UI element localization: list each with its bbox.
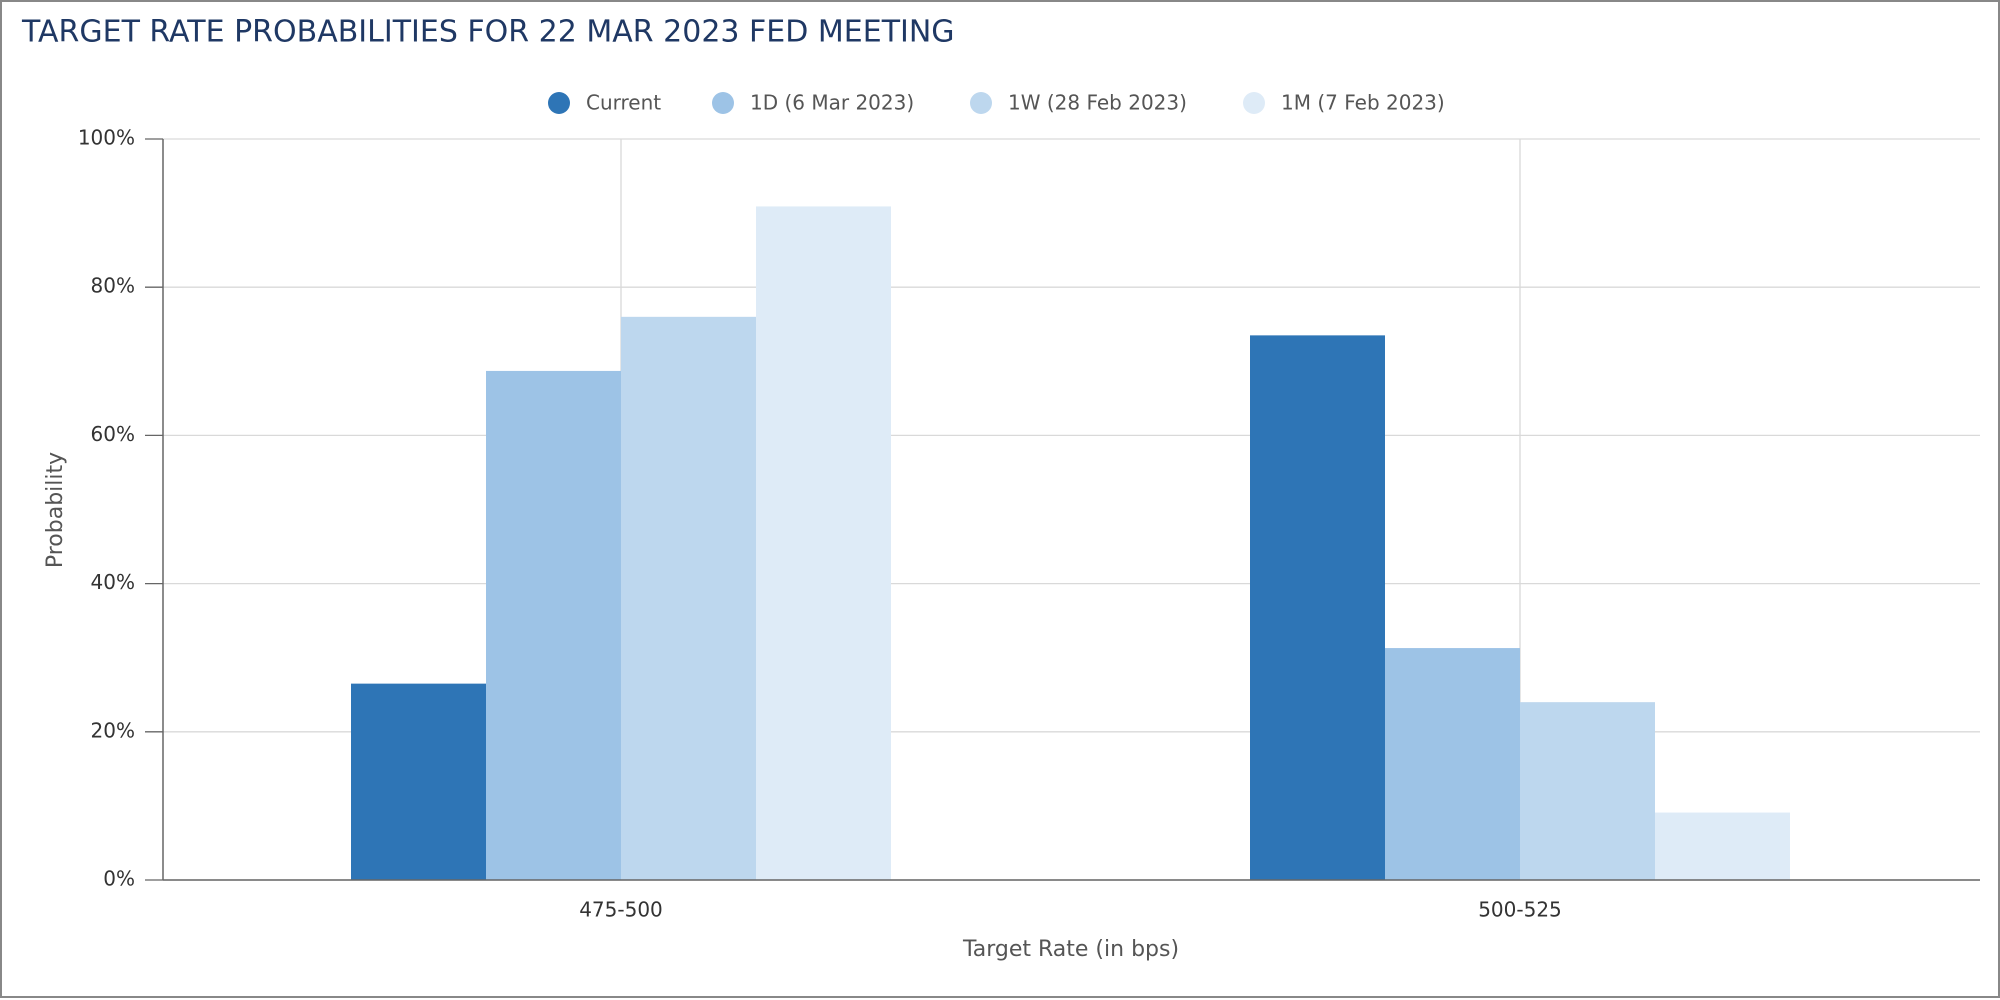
chart-title: TARGET RATE PROBABILITIES FOR 22 MAR 202… — [21, 15, 955, 50]
legend-label: 1W (28 Feb 2023) — [1008, 91, 1187, 115]
legend-marker — [548, 92, 570, 114]
legend-label: Current — [586, 91, 661, 115]
bar — [756, 206, 891, 880]
bar — [1655, 812, 1790, 880]
x-axis-label: Target Rate (in bps) — [962, 937, 1179, 962]
bar — [351, 683, 486, 880]
bar — [621, 316, 756, 881]
y-tick-label: 40% — [91, 570, 135, 594]
legend-label: 1D (6 Mar 2023) — [750, 91, 914, 115]
legend-label: 1M (7 Feb 2023) — [1281, 91, 1445, 115]
bar — [486, 370, 621, 880]
legend-marker — [970, 92, 992, 114]
legend-marker — [1243, 92, 1265, 114]
y-tick-label: 20% — [91, 718, 135, 742]
y-tick-label: 80% — [91, 274, 135, 298]
legend-marker — [712, 92, 734, 114]
bar — [1250, 335, 1385, 880]
y-tick-label: 60% — [91, 422, 135, 446]
y-tick-label: 100% — [78, 126, 135, 150]
bar — [1385, 648, 1520, 880]
y-tick-label: 0% — [103, 867, 135, 891]
bar — [1520, 702, 1655, 880]
x-tick-label: 500-525 — [1478, 898, 1562, 922]
x-tick-label: 475-500 — [579, 898, 663, 922]
y-axis-label: Probability — [43, 452, 68, 568]
